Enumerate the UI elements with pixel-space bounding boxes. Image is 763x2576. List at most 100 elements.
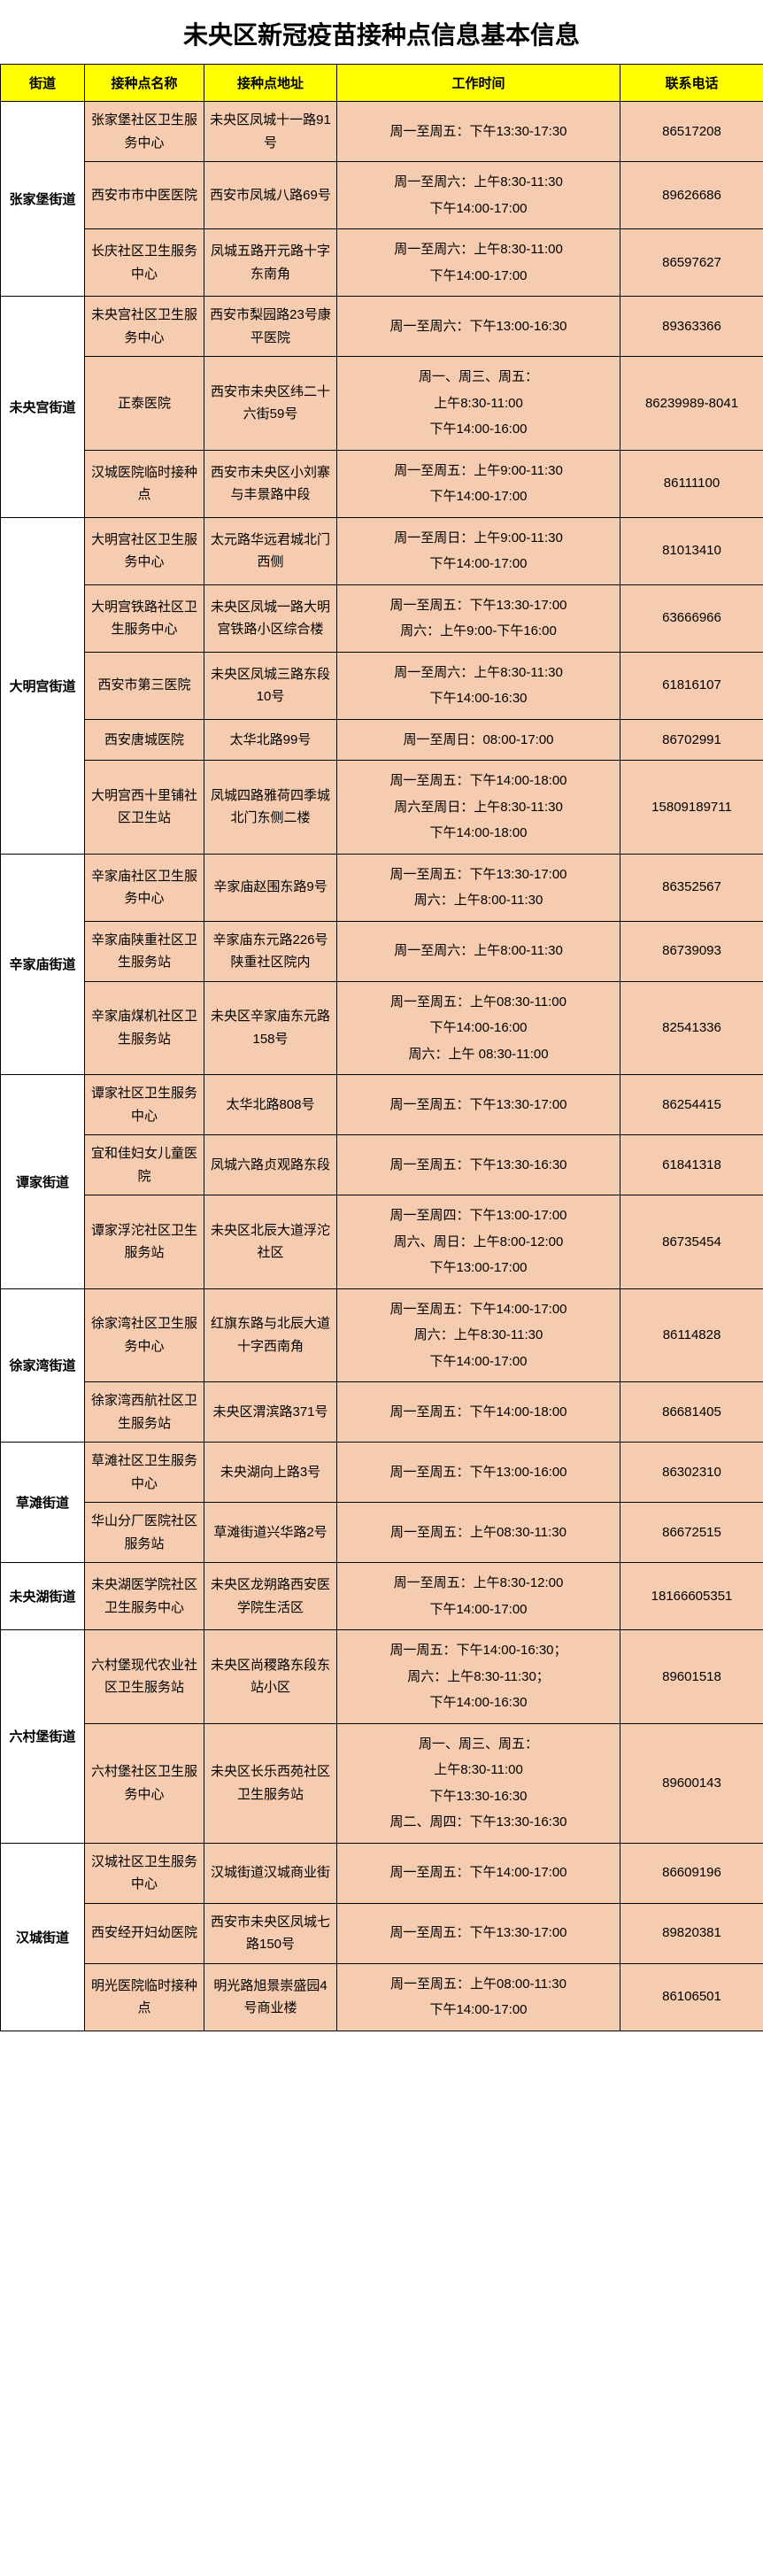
site-name-cell: 西安经开妇幼医院 [85, 1903, 204, 1963]
site-time-cell: 周一、周三、周五：上午8:30-11:00下午14:00-16:00 [337, 357, 620, 451]
site-name-cell: 大明宫社区卫生服务中心 [85, 517, 204, 584]
time-line: 周一至周六：下午13:00-16:30 [343, 313, 614, 340]
site-addr-cell: 未央湖向上路3号 [204, 1443, 337, 1503]
site-addr-cell: 未央区凤城一路大明宫铁路小区综合楼 [204, 584, 337, 652]
col-header-0: 街道 [1, 65, 85, 102]
time-line: 下午14:00-17:00 [343, 483, 614, 510]
table-row: 大明宫街道大明宫社区卫生服务中心太元路华远君城北门西侧周一至周日：上午9:00-… [1, 517, 763, 584]
time-line: 周一周五：下午14:00-16:30； [343, 1637, 614, 1664]
time-line: 周六至周日：上午8:30-11:30 [343, 794, 614, 821]
vaccine-table: 街道接种点名称接种点地址工作时间联系电话 张家堡街道张家堡社区卫生服务中心未央区… [0, 64, 763, 2031]
site-tel-cell: 86739093 [620, 921, 763, 981]
time-line: 周一至周六：上午8:30-11:30 [343, 169, 614, 196]
site-addr-cell: 草滩街道兴华路2号 [204, 1503, 337, 1563]
table-row: 西安唐城医院太华北路99号周一至周日：08:00-17:0086702991 [1, 719, 763, 761]
site-tel-cell: 86517208 [620, 102, 763, 162]
site-addr-cell: 辛家庙赵围东路9号 [204, 854, 337, 921]
table-row: 西安市第三医院未央区凤城三路东段10号周一至周六：上午8:30-11:30下午1… [1, 652, 763, 719]
site-addr-cell: 西安市未央区小刘寨与丰景路中段 [204, 450, 337, 517]
site-addr-cell: 西安市未央区纬二十六街59号 [204, 357, 337, 451]
time-line: 周一至周日：08:00-17:00 [343, 727, 614, 754]
street-cell: 汉城街道 [1, 1843, 85, 2031]
site-name-cell: 长庆社区卫生服务中心 [85, 229, 204, 297]
site-tel-cell: 89626686 [620, 162, 763, 229]
table-row: 谭家街道谭家社区卫生服务中心太华北路808号周一至周五：下午13:30-17:0… [1, 1075, 763, 1135]
site-time-cell: 周一至周六：上午8:00-11:30 [337, 921, 620, 981]
site-name-cell: 西安唐城医院 [85, 719, 204, 761]
time-line: 周一至周五：下午13:30-17:00 [343, 1092, 614, 1118]
site-name-cell: 六村堡现代农业社区卫生服务站 [85, 1630, 204, 1724]
site-time-cell: 周一至周五：下午13:30-17:00 [337, 1075, 620, 1135]
time-line: 下午14:00-17:00 [343, 1349, 614, 1375]
site-name-cell: 汉城医院临时接种点 [85, 450, 204, 517]
table-row: 西安市市中医医院西安市凤城八路69号周一至周六：上午8:30-11:30下午14… [1, 162, 763, 229]
site-addr-cell: 辛家庙东元路226号陕重社区院内 [204, 921, 337, 981]
site-tel-cell: 63666966 [620, 584, 763, 652]
site-time-cell: 周一至周六：上午8:30-11:30下午14:00-17:00 [337, 162, 620, 229]
site-name-cell: 徐家湾西航社区卫生服务站 [85, 1382, 204, 1443]
site-name-cell: 草滩社区卫生服务中心 [85, 1443, 204, 1503]
site-name-cell: 大明宫铁路社区卫生服务中心 [85, 584, 204, 652]
site-time-cell: 周一至周五：下午13:30-17:00周六：上午8:00-11:30 [337, 854, 620, 921]
time-line: 下午13:00-17:00 [343, 1255, 614, 1281]
site-time-cell: 周一至周五：下午13:30-16:30 [337, 1135, 620, 1195]
site-tel-cell: 86735454 [620, 1195, 763, 1289]
site-tel-cell: 86597627 [620, 229, 763, 297]
site-name-cell: 谭家浮沱社区卫生服务站 [85, 1195, 204, 1289]
site-tel-cell: 86254415 [620, 1075, 763, 1135]
site-time-cell: 周一、周三、周五：上午8:30-11:00下午13:30-16:30周二、周四：… [337, 1723, 620, 1843]
site-tel-cell: 86672515 [620, 1503, 763, 1563]
site-name-cell: 宜和佳妇女儿童医院 [85, 1135, 204, 1195]
site-time-cell: 周一至周五：上午08:00-11:30下午14:00-17:00 [337, 1963, 620, 2031]
site-addr-cell: 西安市未央区凤城七路150号 [204, 1903, 337, 1963]
table-row: 谭家浮沱社区卫生服务站未央区北辰大道浮沱社区周一至周四：下午13:00-17:0… [1, 1195, 763, 1289]
time-line: 下午14:00-17:00 [343, 1997, 614, 2023]
table-row: 辛家庙街道辛家庙社区卫生服务中心辛家庙赵围东路9号周一至周五：下午13:30-1… [1, 854, 763, 921]
col-header-2: 接种点地址 [204, 65, 337, 102]
table-row: 大明宫西十里铺社区卫生站凤城四路雅荷四季城北门东侧二楼周一至周五：下午14:00… [1, 761, 763, 855]
site-time-cell: 周一至周五：下午13:30-17:30 [337, 102, 620, 162]
street-cell: 六村堡街道 [1, 1630, 85, 1844]
table-row: 长庆社区卫生服务中心凤城五路开元路十字东南角周一至周六：上午8:30-11:00… [1, 229, 763, 297]
site-tel-cell: 86302310 [620, 1443, 763, 1503]
time-line: 周一至周五：下午13:30-17:00 [343, 862, 614, 888]
table-row: 徐家湾街道徐家湾社区卫生服务中心红旗东路与北辰大道十字西南角周一至周五：下午14… [1, 1288, 763, 1382]
time-line: 周一至周六：上午8:30-11:00 [343, 236, 614, 263]
site-tel-cell: 89600143 [620, 1723, 763, 1843]
street-cell: 张家堡街道 [1, 102, 85, 297]
time-line: 上午8:30-11:00 [343, 1757, 614, 1783]
street-cell: 草滩街道 [1, 1443, 85, 1563]
site-addr-cell: 凤城四路雅荷四季城北门东侧二楼 [204, 761, 337, 855]
time-line: 下午14:00-16:00 [343, 1015, 614, 1041]
street-cell: 未央湖街道 [1, 1563, 85, 1630]
time-line: 周一至周五：下午13:30-17:00 [343, 592, 614, 619]
site-time-cell: 周一至周日：上午9:00-11:30下午14:00-17:00 [337, 517, 620, 584]
site-name-cell: 张家堡社区卫生服务中心 [85, 102, 204, 162]
site-addr-cell: 未央区北辰大道浮沱社区 [204, 1195, 337, 1289]
site-tel-cell: 61816107 [620, 652, 763, 719]
col-header-3: 工作时间 [337, 65, 620, 102]
site-addr-cell: 明光路旭景崇盛园4号商业楼 [204, 1963, 337, 2031]
time-line: 下午14:00-17:00 [343, 263, 614, 290]
time-line: 周一至周六：上午8:00-11:30 [343, 938, 614, 964]
site-name-cell: 西安市市中医医院 [85, 162, 204, 229]
site-name-cell: 未央宫社区卫生服务中心 [85, 297, 204, 357]
time-line: 下午14:00-18:00 [343, 820, 614, 847]
table-row: 明光医院临时接种点明光路旭景崇盛园4号商业楼周一至周五：上午08:00-11:3… [1, 1963, 763, 2031]
time-line: 周一至周日：上午9:00-11:30 [343, 525, 614, 552]
table-row: 草滩街道草滩社区卫生服务中心未央湖向上路3号周一至周五：下午13:00-16:0… [1, 1443, 763, 1503]
table-row: 大明宫铁路社区卫生服务中心未央区凤城一路大明宫铁路小区综合楼周一至周五：下午13… [1, 584, 763, 652]
site-tel-cell: 81013410 [620, 517, 763, 584]
site-addr-cell: 未央区凤城三路东段10号 [204, 652, 337, 719]
table-header-row: 街道接种点名称接种点地址工作时间联系电话 [1, 65, 763, 102]
site-name-cell: 西安市第三医院 [85, 652, 204, 719]
site-tel-cell: 86111100 [620, 450, 763, 517]
site-name-cell: 辛家庙煤机社区卫生服务站 [85, 981, 204, 1075]
site-name-cell: 正泰医院 [85, 357, 204, 451]
table-row: 宜和佳妇女儿童医院凤城六路贞观路东段周一至周五：下午13:30-16:30618… [1, 1135, 763, 1195]
table-row: 华山分厂医院社区服务站草滩街道兴华路2号周一至周五：上午08:30-11:308… [1, 1503, 763, 1563]
table-row: 六村堡街道六村堡现代农业社区卫生服务站未央区尚稷路东段东站小区周一周五：下午14… [1, 1630, 763, 1724]
site-addr-cell: 汉城街道汉城商业街 [204, 1843, 337, 1903]
time-line: 下午14:00-17:00 [343, 196, 614, 222]
time-line: 周一至周五：下午14:00-17:00 [343, 1296, 614, 1323]
